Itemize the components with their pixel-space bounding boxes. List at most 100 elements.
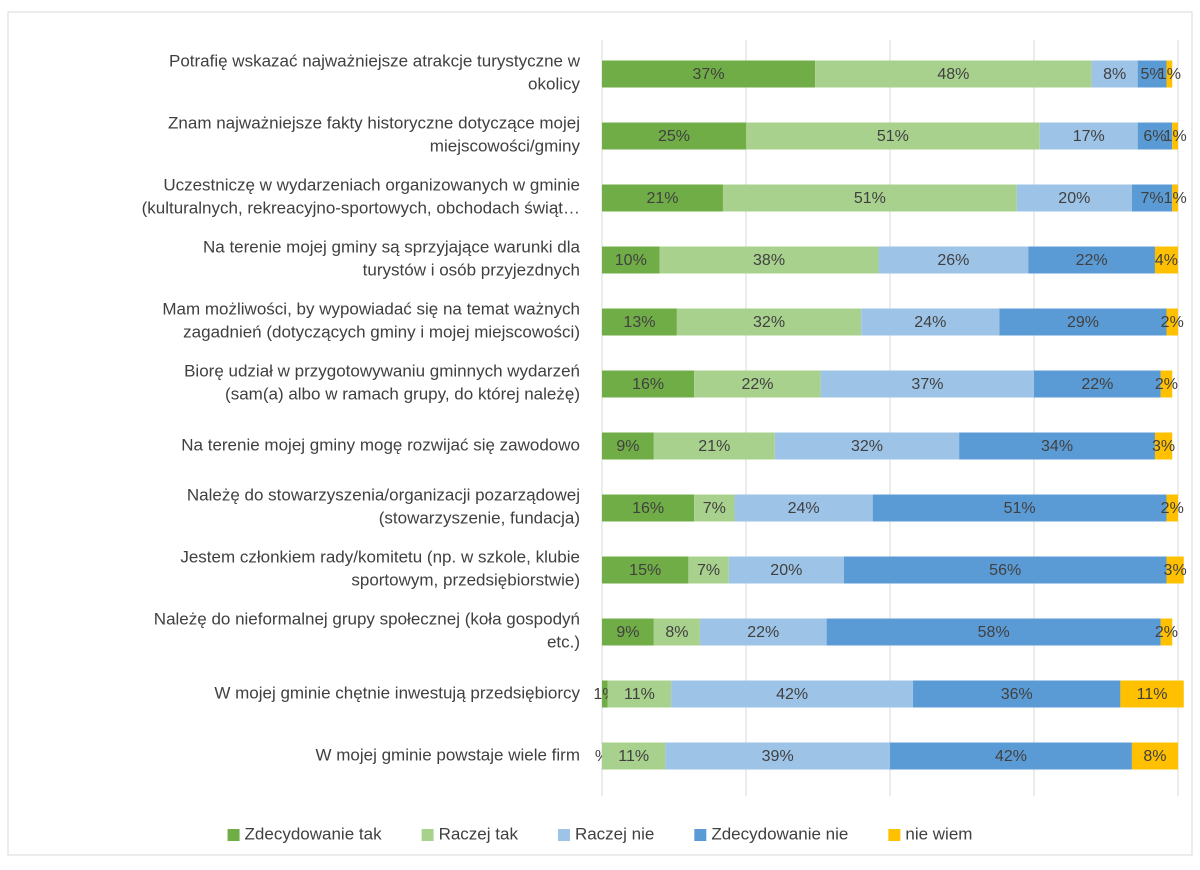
y-tick-label: Mam możliwości, by wypowiadać się na tem… <box>162 300 580 342</box>
legend-label: Zdecydowanie nie <box>711 824 848 843</box>
y-tick-label: Należę do stowarzyszenia/organizacji poz… <box>187 486 580 528</box>
data-label: 21% <box>646 190 678 207</box>
data-label: 8% <box>1103 66 1126 83</box>
legend-swatch <box>694 829 707 841</box>
bar-segment <box>602 556 689 584</box>
y-tick-label: Potrafię wskazać najważniejsze atrakcje … <box>169 52 581 94</box>
data-label: 24% <box>788 500 820 517</box>
bar-segment <box>1154 246 1178 274</box>
data-label: 20% <box>770 562 802 579</box>
bar-segment <box>843 556 1167 584</box>
bar-segment <box>1166 308 1178 336</box>
bar-segment <box>602 370 695 398</box>
data-label: 11% <box>1137 686 1168 703</box>
data-label: 4% <box>1155 252 1178 269</box>
data-label: 6% <box>1143 128 1166 145</box>
legend-swatch <box>421 829 434 841</box>
data-label: 11% <box>624 686 655 703</box>
data-label: 7% <box>1141 190 1164 207</box>
bar-segment <box>734 494 873 522</box>
bar-segment <box>1131 742 1178 770</box>
data-label: 7% <box>697 562 720 579</box>
bar-segment <box>602 246 660 274</box>
data-label: 34% <box>1041 438 1073 455</box>
y-tick-label: Należę do nieformalnej grupy społecznej … <box>154 610 580 652</box>
y-tick-label: W mojej gminie chętnie inwestują przedsi… <box>214 683 580 702</box>
legend-swatch <box>227 829 240 841</box>
data-label: 42% <box>776 686 808 703</box>
data-label: 9% <box>616 624 639 641</box>
data-label: 10% <box>615 252 647 269</box>
bar-segment <box>659 246 879 274</box>
bar-segment <box>1137 60 1167 88</box>
bar-segment <box>602 742 666 770</box>
bar-segment <box>653 618 700 646</box>
data-label: 8% <box>665 624 688 641</box>
bar-segment <box>1160 370 1173 398</box>
data-label: 51% <box>877 128 909 145</box>
bar-segment <box>872 494 1167 522</box>
data-label: 22% <box>747 624 779 641</box>
bar-segment <box>602 60 816 88</box>
data-label: 9% <box>616 438 639 455</box>
bar-segment <box>602 308 677 336</box>
data-label: 25% <box>658 128 690 145</box>
data-label: 42% <box>995 748 1027 765</box>
data-label: 20% <box>1058 190 1090 207</box>
bar-segment <box>959 432 1155 460</box>
data-label: 15% <box>629 562 661 579</box>
data-label: 17% <box>1073 128 1105 145</box>
y-tick-label: Na terenie mojej gminy są sprzyjające wa… <box>203 238 581 280</box>
data-label: 16% <box>632 500 664 517</box>
bar-segment <box>774 432 960 460</box>
legend-label: Zdecydowanie tak <box>245 824 383 843</box>
bar-segment <box>1091 60 1138 88</box>
bar-segment <box>1016 184 1132 212</box>
data-label: 11% <box>618 748 649 765</box>
bar-segment <box>602 184 723 212</box>
data-label: 22% <box>1076 252 1108 269</box>
bar-segment <box>913 680 1121 708</box>
bar-segment <box>815 60 1092 88</box>
data-label: 51% <box>1004 500 1036 517</box>
bar-segment <box>890 742 1132 770</box>
bar-segment <box>999 308 1167 336</box>
bar-segment <box>1172 122 1178 150</box>
data-label: 1% <box>1164 190 1187 207</box>
data-label: 32% <box>851 438 883 455</box>
bar-segment <box>1166 556 1184 584</box>
data-label: 48% <box>937 66 969 83</box>
data-label: 39% <box>762 748 794 765</box>
legend-swatch <box>888 829 901 841</box>
data-label: 2% <box>1155 376 1178 393</box>
bar-segment <box>1120 680 1184 708</box>
bar-segment <box>694 370 821 398</box>
bar-segment <box>878 246 1029 274</box>
data-label: 36% <box>1001 686 1033 703</box>
data-label: 3% <box>1152 438 1175 455</box>
bar-segment <box>1160 618 1173 646</box>
bar-segment <box>602 618 654 646</box>
bar-segment <box>671 680 914 708</box>
data-label: 8% <box>1143 748 1166 765</box>
bar-segment <box>653 432 775 460</box>
data-label: 13% <box>623 314 655 331</box>
legend-swatch <box>557 829 570 841</box>
bar-segment <box>1039 122 1138 150</box>
data-label: 24% <box>914 314 946 331</box>
data-label: 3% <box>1164 562 1187 579</box>
y-tick-label: Na terenie mojej gminy mogę rozwijać się… <box>181 435 580 454</box>
legend-label: nie wiem <box>905 824 972 843</box>
data-label: 2% <box>1161 314 1184 331</box>
data-label: 32% <box>753 314 785 331</box>
bar-segment <box>676 308 862 336</box>
y-tick-label: Jestem członkiem rady/komitetu (np. w sz… <box>180 548 580 590</box>
data-label: 1% <box>1158 66 1181 83</box>
bar-segment <box>1137 122 1173 150</box>
bar-segment <box>602 432 654 460</box>
bar-segment <box>1028 246 1155 274</box>
data-label: 58% <box>978 624 1010 641</box>
y-tick-label: W mojej gminie powstaje wiele firm <box>315 745 580 764</box>
y-tick-label: Biorę udział w przygotowywaniu gminnych … <box>184 362 580 404</box>
